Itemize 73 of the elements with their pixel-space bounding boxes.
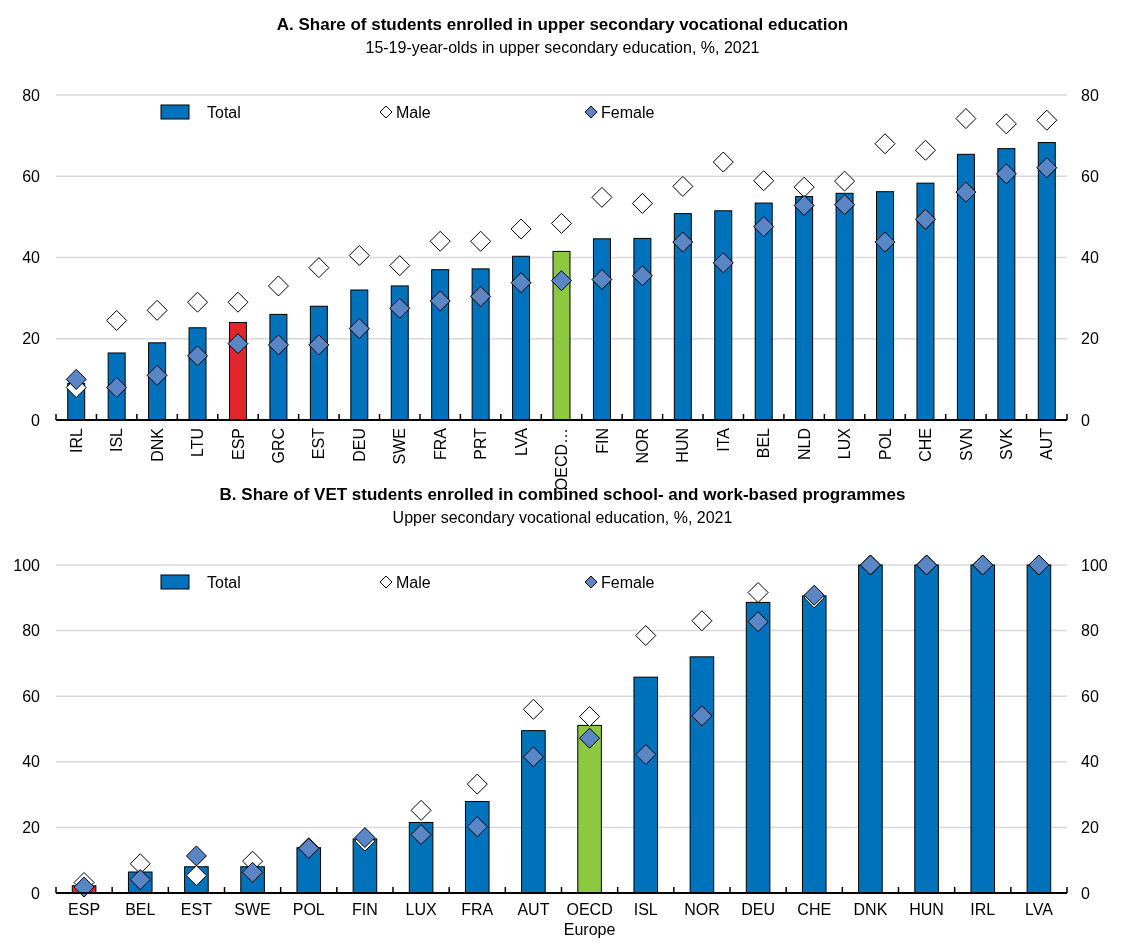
x-tick-label: IRL bbox=[970, 901, 996, 918]
x-tick-label: LUX bbox=[836, 427, 854, 460]
x-tick-label: FRA bbox=[461, 901, 494, 918]
y2-tick-label: 80 bbox=[1081, 622, 1099, 640]
y-tick-label: 60 bbox=[22, 687, 41, 705]
x-tick-label: LVA bbox=[1024, 901, 1054, 918]
x-tick-label: FIN bbox=[593, 428, 611, 454]
x-tick-label: NLD bbox=[795, 428, 813, 461]
x-tick-label: FRA bbox=[431, 427, 449, 460]
chart-title: A. Share of students enrolled in upper secondary vocational education bbox=[276, 15, 849, 34]
y-tick-label: 100 bbox=[13, 556, 41, 574]
x-tick-label: ITA bbox=[714, 427, 732, 452]
x-tick-label: EST bbox=[310, 427, 328, 460]
x-tick-label: BEL bbox=[755, 427, 773, 459]
x-tick-label: SVK bbox=[997, 427, 1015, 461]
legend-label: Male bbox=[396, 573, 431, 591]
x-tick-label: SVN bbox=[957, 428, 975, 461]
x-tick-label: DNK bbox=[148, 427, 166, 462]
y2-tick-label: 20 bbox=[1081, 330, 1099, 348]
y2-tick-label: 0 bbox=[1081, 884, 1090, 902]
y2-tick-label: 20 bbox=[1081, 819, 1099, 836]
y-tick-label: 80 bbox=[22, 622, 41, 640]
y-tick-label: 40 bbox=[22, 249, 41, 267]
x-tick-label: DEU bbox=[350, 428, 368, 462]
x-tick-label: OECD Europe bbox=[563, 901, 616, 938]
x-tick-label: GRC bbox=[270, 428, 288, 464]
x-tick-label: EST bbox=[180, 901, 213, 918]
x-tick-label: DEU bbox=[741, 901, 775, 918]
x-tick-label: AUT bbox=[517, 901, 550, 918]
y2-tick-label: 40 bbox=[1081, 753, 1099, 771]
x-tick-label: HUN bbox=[909, 901, 944, 918]
x-tick-label: DNK bbox=[853, 901, 888, 918]
y2-tick-label: 100 bbox=[1081, 556, 1108, 574]
x-tick-label: NOR bbox=[633, 428, 651, 464]
y-tick-label: 0 bbox=[31, 411, 41, 429]
x-tick-label: ISL bbox=[108, 427, 126, 453]
x-tick-label: POL bbox=[292, 901, 325, 918]
legend-label: Total bbox=[207, 103, 241, 121]
y-tick-label: 60 bbox=[22, 167, 41, 185]
x-tick-label: IRL bbox=[67, 427, 85, 453]
y2-tick-label: 0 bbox=[1081, 411, 1090, 429]
x-tick-label: POL bbox=[876, 427, 894, 461]
legend-label: Female bbox=[601, 573, 655, 591]
x-tick-label: ESP bbox=[229, 428, 247, 461]
x-tick-label: BEL bbox=[125, 901, 156, 918]
x-tick-label: AUT bbox=[1038, 427, 1056, 460]
y-tick-label: 80 bbox=[22, 86, 41, 104]
x-tick-label: LVA bbox=[512, 427, 530, 456]
x-tick-label: PRT bbox=[472, 427, 490, 460]
y-tick-label: 20 bbox=[22, 330, 41, 348]
x-tick-label: CHE bbox=[917, 428, 935, 462]
chart-subtitle: Upper secondary vocational education, %, 2021 bbox=[392, 509, 733, 526]
x-tick-label: SWE bbox=[391, 428, 409, 465]
legend-label: Female bbox=[601, 103, 655, 121]
x-tick-label: FIN bbox=[352, 901, 378, 918]
chart-subtitle: 15-19-year-olds in upper secondary education, %, 2021 bbox=[365, 39, 760, 56]
y2-tick-label: 60 bbox=[1081, 167, 1099, 185]
x-tick-label: HUN bbox=[674, 428, 692, 463]
x-tick-label: ISL bbox=[633, 901, 658, 918]
x-tick-label: LTU bbox=[189, 428, 207, 458]
y2-tick-label: 40 bbox=[1081, 249, 1099, 267]
y-tick-label: 20 bbox=[22, 819, 41, 836]
y-tick-label: 40 bbox=[22, 753, 41, 771]
y2-tick-label: 80 bbox=[1081, 86, 1099, 104]
x-tick-label: NOR bbox=[684, 901, 720, 918]
y-tick-label: 0 bbox=[31, 884, 41, 902]
x-tick-label: CHE bbox=[797, 901, 832, 918]
legend-label: Total bbox=[207, 573, 241, 591]
x-tick-label: SWE bbox=[234, 901, 271, 918]
y2-tick-label: 60 bbox=[1081, 687, 1099, 705]
legend-label: Male bbox=[396, 103, 431, 121]
x-tick-label: LUX bbox=[405, 901, 437, 918]
x-tick-label: ESP bbox=[68, 901, 101, 918]
